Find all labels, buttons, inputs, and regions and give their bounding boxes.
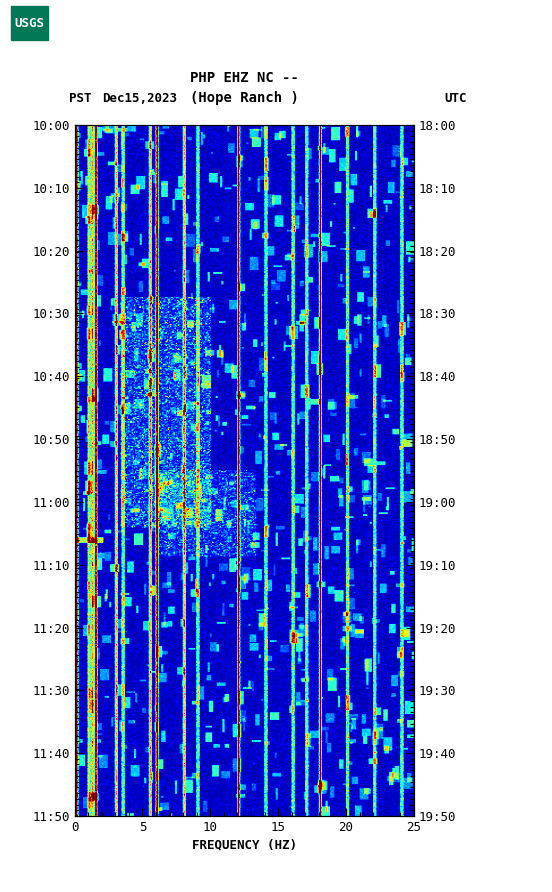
Text: USGS: USGS [15, 17, 45, 30]
Text: (Hope Ranch ): (Hope Ranch ) [190, 91, 299, 105]
X-axis label: FREQUENCY (HZ): FREQUENCY (HZ) [192, 838, 297, 851]
Text: PST: PST [69, 92, 92, 105]
Text: Dec15,2023: Dec15,2023 [102, 92, 177, 105]
Text: PHP EHZ NC --: PHP EHZ NC -- [190, 70, 299, 85]
Bar [11, 6, 49, 40]
Text: UTC: UTC [444, 92, 467, 105]
